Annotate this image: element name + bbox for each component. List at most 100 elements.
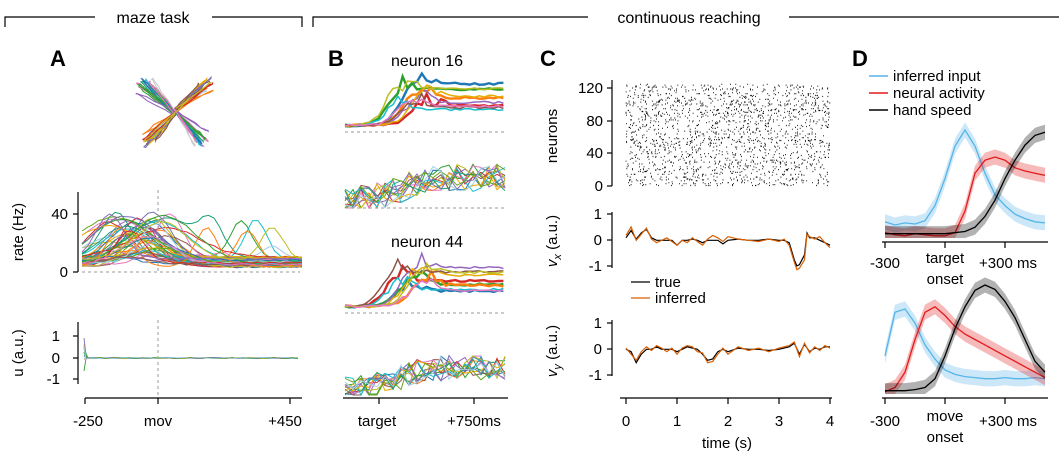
spike-row xyxy=(630,119,829,121)
line-inferred-input xyxy=(884,308,1046,380)
spike-row xyxy=(626,105,826,107)
panel-c-vx: 1 0 -1 vx (a.u.) true inferred xyxy=(544,206,831,307)
spike-row xyxy=(652,178,824,180)
section-header-maze: maze task xyxy=(4,10,303,27)
input-trace xyxy=(83,345,299,360)
vy-label-sub: y xyxy=(552,363,564,371)
neuron-44-average-traces xyxy=(344,251,504,309)
spike-row xyxy=(627,109,823,112)
panel-c-vy: 1 0 -1 vy (a.u.) 0 1 2 3 4 time (s) xyxy=(544,315,834,452)
spike-row xyxy=(642,125,828,128)
spike-row xyxy=(636,134,761,136)
input-trace xyxy=(83,337,299,360)
spike-row xyxy=(638,170,814,173)
rate-traces xyxy=(81,211,303,269)
vy-tick-label: 0 xyxy=(594,341,602,358)
panel-letter-d: D xyxy=(852,46,868,71)
spike-row xyxy=(626,133,816,135)
panel-letter-c: C xyxy=(540,46,556,71)
spike-row xyxy=(632,162,804,164)
spike-row xyxy=(626,136,816,138)
spike-row xyxy=(639,109,807,111)
spike-row xyxy=(629,184,828,187)
single-trial-trace xyxy=(344,355,506,392)
section-header-reaching: continuous reaching xyxy=(312,10,1059,27)
spike-row xyxy=(626,84,799,86)
spike-row xyxy=(650,172,765,174)
spike-row xyxy=(668,88,828,90)
spike-row xyxy=(627,165,812,167)
spike-row xyxy=(642,137,809,139)
rate-trace xyxy=(81,230,303,265)
spike-row xyxy=(625,111,830,113)
panel-d-legend: inferred input neural activity hand spee… xyxy=(869,68,985,119)
spike-row xyxy=(631,115,813,117)
time-x-tick-label: 3 xyxy=(775,413,783,430)
spike-row xyxy=(639,108,830,110)
vx-label-unit: (a.u.) xyxy=(544,215,561,250)
vy-tick-label: -1 xyxy=(589,367,602,384)
vx-tick-label: -1 xyxy=(589,258,602,275)
legend-speed-label: hand speed xyxy=(893,102,971,119)
target-x-label-line2: onset xyxy=(927,271,965,288)
rate-trace xyxy=(81,223,303,264)
spike-row xyxy=(641,110,826,113)
rate-trace xyxy=(81,224,303,260)
legend-input-label: inferred input xyxy=(893,68,981,85)
vy-tick-label: 1 xyxy=(594,315,602,332)
vy-series xyxy=(625,341,831,364)
average-trace xyxy=(344,94,504,127)
panel-a-input-plot: 1 0 -1 u (a.u.) -250 mov +450 xyxy=(10,320,302,430)
band-hand-speed xyxy=(885,277,1045,394)
single-trial-trace xyxy=(344,355,506,397)
average-trace xyxy=(344,257,504,308)
spike-row xyxy=(626,141,824,143)
spike-row xyxy=(628,126,829,128)
spike-row xyxy=(625,102,831,104)
maze-trajectory xyxy=(142,81,212,143)
b-x-tick-label: +750ms xyxy=(447,413,501,430)
spike-row xyxy=(637,128,813,130)
spike-row xyxy=(629,153,829,155)
target-x-label-line1: target xyxy=(926,250,965,267)
spike-row xyxy=(629,158,815,160)
spike-row xyxy=(626,168,825,170)
rate-trace xyxy=(81,227,303,267)
move-x-label-line2: onset xyxy=(927,429,965,446)
spike-row xyxy=(650,120,815,122)
single-trial-trace xyxy=(344,354,506,388)
spike-row xyxy=(631,181,830,183)
average-trace xyxy=(344,277,504,309)
spike-row xyxy=(640,83,768,85)
spike-row xyxy=(626,114,826,116)
spike-row xyxy=(635,86,804,88)
vy-label-unit: (a.u.) xyxy=(544,325,561,360)
spike-row xyxy=(642,171,828,173)
input-x-tick-label: -250 xyxy=(73,413,103,430)
spike-row xyxy=(636,154,825,156)
rate-trace xyxy=(81,235,303,266)
spike-row xyxy=(698,174,821,176)
line-hand-speed xyxy=(885,284,1046,392)
spike-row xyxy=(641,116,830,118)
spike-row xyxy=(626,130,804,132)
panel-d-move: -300 +300 ms move onset xyxy=(870,277,1048,446)
time-x-tick-label: 1 xyxy=(673,413,681,430)
neuron-16-single-trial-traces xyxy=(344,163,506,210)
target-aligned-traces xyxy=(884,122,1046,238)
spike-row xyxy=(637,106,828,108)
vy-series-inferred xyxy=(625,341,831,364)
rate-trace xyxy=(81,226,303,259)
section-title-maze: maze task xyxy=(117,10,191,27)
raster-tick-label: 0 xyxy=(595,178,603,195)
vx-label-sub: x xyxy=(552,254,564,261)
legend-true-label: true xyxy=(655,274,681,291)
input-trace xyxy=(83,346,299,361)
move-x-label-line1: move xyxy=(927,408,964,425)
spike-row xyxy=(632,169,816,171)
spike-row xyxy=(662,159,819,161)
line-inferred-input xyxy=(884,128,1046,226)
time-x-label: time (s) xyxy=(702,435,752,452)
single-trial-trace xyxy=(345,163,506,210)
band-neural-activity xyxy=(885,299,1045,394)
